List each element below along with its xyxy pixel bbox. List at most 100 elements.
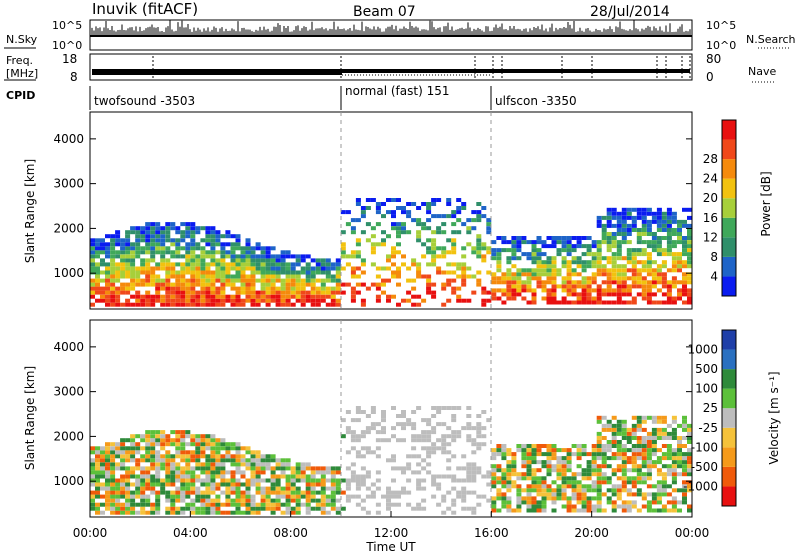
- heatmap-cell: [125, 490, 131, 495]
- heatmap-cell: [145, 298, 151, 303]
- heatmap-cell: [546, 268, 552, 273]
- heatmap-cell: [421, 434, 427, 439]
- heatmap-cell: [140, 446, 146, 451]
- heatmap-cell: [120, 238, 126, 243]
- heatmap-cell: [90, 294, 95, 299]
- heatmap-cell: [165, 238, 171, 243]
- heatmap-cell: [320, 486, 326, 491]
- heatmap-cell: [360, 298, 366, 303]
- heatmap-cell: [210, 238, 216, 243]
- heatmap-cell: [546, 464, 552, 469]
- heatmap-cell: [581, 476, 587, 481]
- heatmap-cell: [125, 258, 131, 263]
- heatmap-cell: [646, 207, 652, 212]
- heatmap-cell: [150, 474, 156, 479]
- heatmap-cell: [320, 482, 326, 487]
- heatmap-cell: [330, 278, 336, 283]
- heatmap-cell: [576, 300, 582, 305]
- heatmap-cell: [651, 496, 657, 501]
- heatmap-cell: [546, 444, 552, 448]
- heatmap-cell: [200, 490, 206, 495]
- heatmap-cell: [677, 436, 682, 440]
- heatmap-cell: [451, 230, 457, 235]
- heatmap-cell: [501, 276, 507, 281]
- heatmap-cell: [611, 423, 617, 428]
- heatmap-cell: [646, 452, 652, 457]
- heatmap-cell: [571, 472, 577, 477]
- colorbar-tick-label: 1000: [687, 343, 718, 357]
- heatmap-cell: [305, 502, 311, 507]
- heatmap-cell: [195, 258, 201, 263]
- heatmap-cell: [350, 294, 356, 299]
- heatmap-cell: [426, 226, 432, 231]
- heatmap-cell: [110, 502, 116, 507]
- heatmap-cell: [682, 423, 687, 428]
- heatmap-cell: [150, 282, 156, 287]
- heatmap-cell: [220, 274, 226, 279]
- heatmap-cell: [491, 484, 497, 489]
- heatmap-cell: [536, 240, 542, 245]
- heatmap-cell: [260, 298, 266, 303]
- heatmap-cell: [626, 440, 632, 444]
- heatmap-cell: [305, 282, 311, 287]
- heatmap-cell: [140, 458, 146, 463]
- heatmap-cell: [451, 430, 457, 435]
- heatmap-cell: [265, 478, 271, 483]
- heatmap-cell: [666, 452, 672, 457]
- heatmap-cell: [130, 470, 136, 475]
- heatmap-cell: [245, 298, 251, 303]
- heatmap-cell: [411, 470, 417, 475]
- heatmap-cell: [205, 482, 211, 487]
- heatmap-cell: [601, 272, 607, 277]
- heatmap-cell: [621, 268, 627, 273]
- heatmap-cell: [666, 500, 672, 505]
- heatmap-cell: [375, 470, 381, 475]
- heatmap-cell: [355, 198, 361, 202]
- heatmap-cell: [471, 250, 477, 255]
- heatmap-cell: [335, 486, 341, 491]
- heatmap-cell: [215, 494, 221, 499]
- heatmap-cell: [330, 294, 336, 299]
- heatmap-cell: [370, 250, 376, 255]
- heatmap-cell: [130, 458, 136, 463]
- heatmap-cell: [375, 478, 381, 483]
- x-tick-label: 20:00: [574, 526, 609, 540]
- heatmap-cell: [591, 296, 597, 301]
- heatmap-cell: [110, 290, 116, 295]
- heatmap-cell: [365, 430, 371, 435]
- heatmap-cell: [386, 198, 391, 202]
- heatmap-cell: [225, 478, 231, 483]
- heatmap-cell: [325, 294, 331, 299]
- heatmap-cell: [656, 280, 662, 285]
- heatmap-cell: [551, 492, 557, 497]
- heatmap-cell: [90, 246, 95, 251]
- heatmap-cell: [235, 262, 241, 267]
- heatmap-cell: [260, 454, 266, 459]
- heatmap-cell: [280, 262, 286, 267]
- heatmap-cell: [355, 410, 361, 414]
- heatmap-cell: [185, 246, 191, 251]
- heatmap-cell: [636, 419, 642, 424]
- heatmap-cell: [626, 232, 632, 236]
- heatmap-cell: [315, 294, 321, 299]
- heatmap-cell: [250, 478, 256, 483]
- heatmap-cell: [491, 468, 497, 473]
- heatmap-cell: [175, 274, 181, 279]
- heatmap-cell: [280, 510, 286, 515]
- beam-title: Beam 07: [353, 4, 416, 20]
- heatmap-cell: [265, 298, 271, 303]
- heatmap-cell: [235, 446, 241, 451]
- heatmap-cell: [225, 482, 231, 487]
- heatmap-cell: [115, 494, 121, 499]
- heatmap-cell: [315, 490, 321, 495]
- heatmap-cell: [576, 244, 582, 249]
- heatmap-cell: [661, 492, 667, 497]
- heatmap-cell: [636, 292, 642, 297]
- heatmap-cell: [541, 480, 547, 485]
- heatmap-cell: [496, 496, 502, 501]
- heatmap-cell: [476, 242, 482, 247]
- heatmap-cell: [601, 460, 607, 465]
- heatmap-cell: [671, 215, 677, 220]
- heatmap-cell: [140, 494, 146, 499]
- heatmap-cell: [621, 280, 627, 285]
